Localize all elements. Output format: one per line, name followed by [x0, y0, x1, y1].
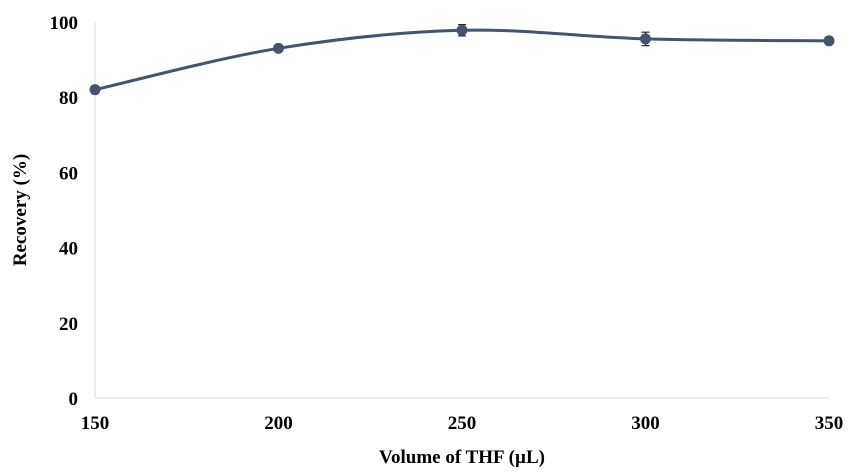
- x-tick-label: 200: [264, 413, 293, 434]
- x-tick-label: 350: [815, 413, 844, 434]
- y-tick-label: 80: [59, 88, 78, 109]
- y-tick-label: 40: [59, 239, 78, 260]
- x-tick-label: 250: [448, 413, 477, 434]
- data-point: [89, 84, 101, 96]
- axes: [94, 22, 829, 399]
- x-tick-label: 150: [81, 413, 110, 434]
- y-tick-label: 20: [59, 314, 78, 335]
- y-tick-label: 100: [50, 13, 79, 34]
- x-tick-labels: 150 200 250 300 350: [81, 413, 844, 434]
- series-line: [94, 28, 830, 92]
- x-axis-title: Volume of THF (µL): [379, 447, 545, 468]
- series: [89, 24, 835, 96]
- y-tick-label: 60: [59, 163, 78, 184]
- data-point: [273, 42, 284, 54]
- y-tick-label: 0: [69, 389, 79, 410]
- y-axis-title: Recovery (%): [10, 154, 31, 266]
- data-point: [640, 33, 651, 45]
- x-tick-label: 300: [631, 413, 660, 434]
- y-tick-labels: 0 20 40 60 80 100: [50, 13, 79, 410]
- data-point: [823, 35, 835, 47]
- data-point: [456, 24, 468, 36]
